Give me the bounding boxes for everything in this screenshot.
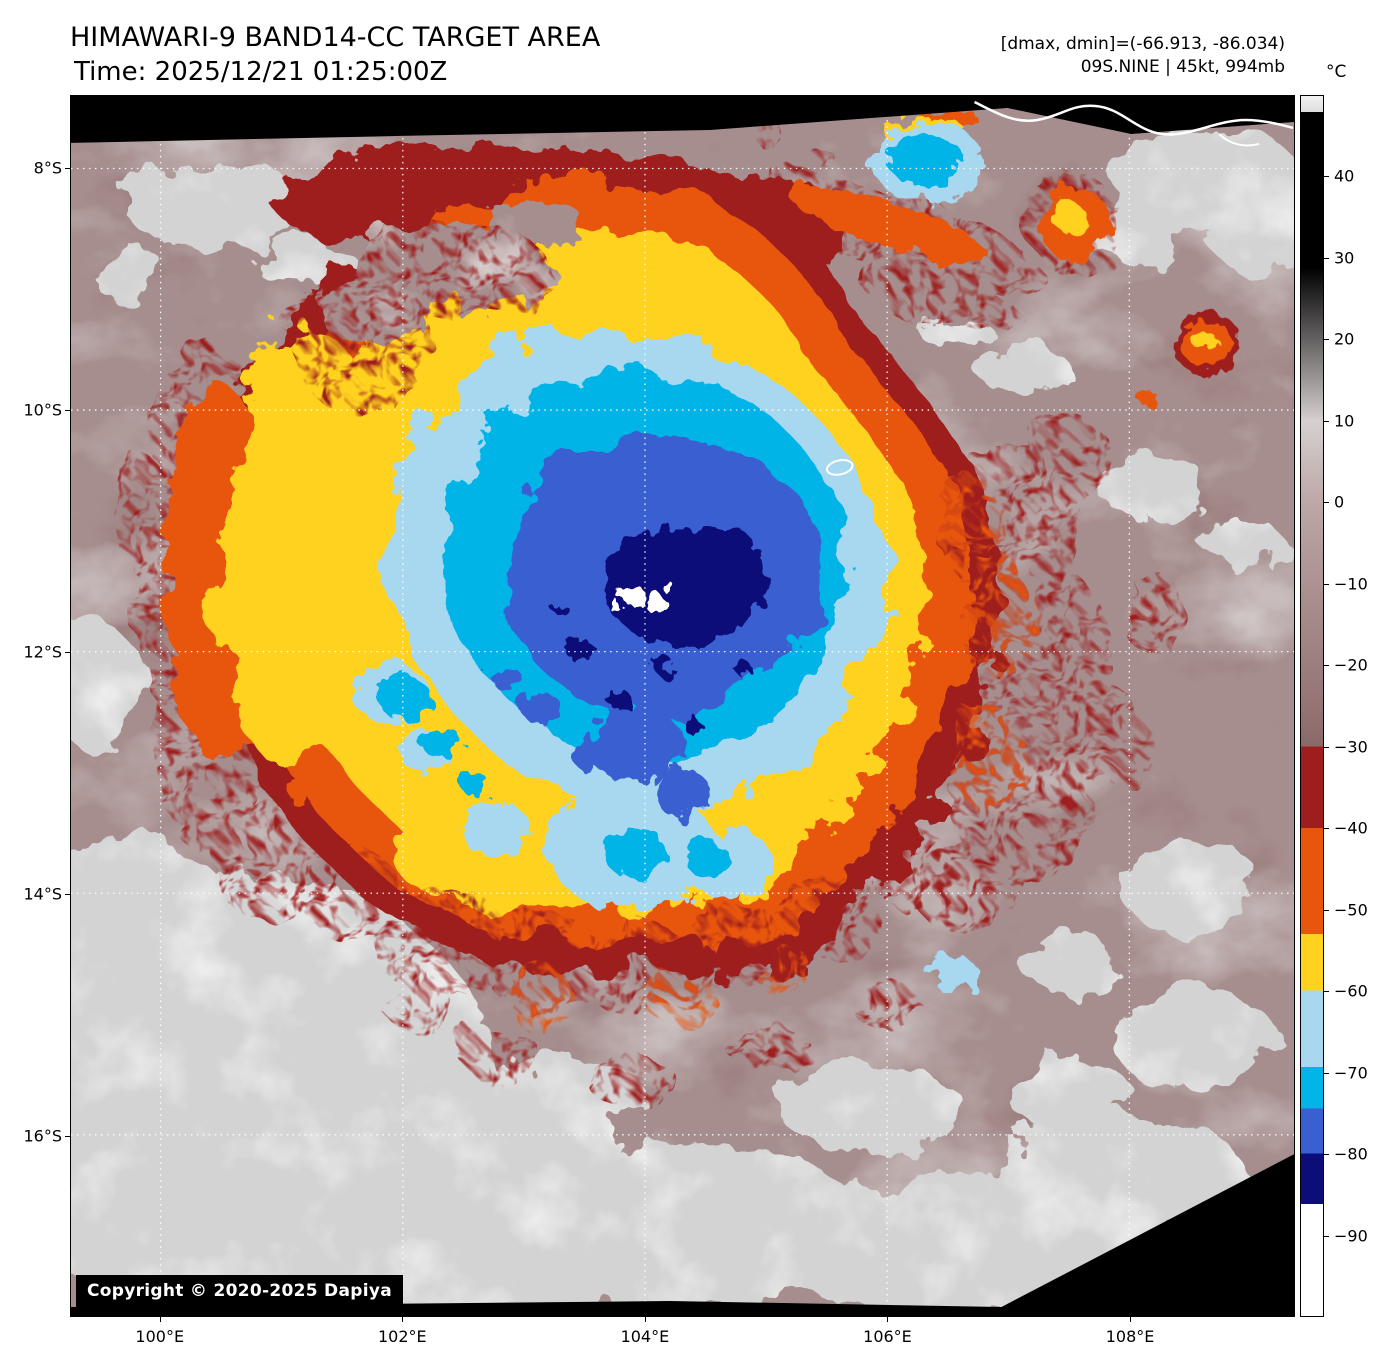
northeast-outflow-features: [197, 107, 1240, 807]
colorbar-tick-label: 20: [1334, 329, 1355, 349]
x-tick-label: 100°E: [135, 1327, 185, 1346]
x-tick-label: 102°E: [377, 1327, 427, 1346]
colorbar-tick-label: 0: [1334, 492, 1345, 512]
colorbar-tick-label: −50: [1334, 900, 1368, 920]
figure-time: Time: 2025/12/21 01:25:00Z: [74, 57, 448, 87]
colorbar-tick-mark: [1324, 502, 1329, 504]
colorbar-unit-label: °C: [1326, 62, 1347, 82]
y-tick-label: 12°S: [23, 642, 62, 662]
x-tick-mark: [402, 1317, 404, 1322]
dmax-dmin-readout: [dmax, dmin]=(-66.913, -86.034): [1000, 34, 1285, 54]
colorbar-tick-label: 10: [1334, 411, 1355, 431]
colorbar-tick-label: 40: [1334, 166, 1355, 186]
x-tick-label: 108°E: [1105, 1327, 1155, 1346]
colorbar-tick-mark: [1324, 1235, 1329, 1237]
south-fringe-zone: [302, 829, 960, 1105]
colorbar-tick-mark: [1324, 665, 1329, 667]
colorbar-tick-mark: [1324, 339, 1329, 341]
colorbar-tick-label: −80: [1334, 1144, 1368, 1164]
colorbar-tick-label: −10: [1334, 574, 1368, 594]
colorbar-tick-label: −40: [1334, 818, 1368, 838]
x-tick-mark: [159, 1317, 161, 1322]
colorbar-tick-mark: [1324, 828, 1329, 830]
navy-coldest-layer: [551, 525, 766, 734]
dry-slot-layer: [290, 200, 588, 416]
colorbar-tick-mark: [1324, 257, 1329, 259]
graticule: [71, 96, 1294, 1316]
y-tick-label: 14°S: [23, 884, 62, 904]
colorbar-tick-mark: [1324, 1072, 1329, 1074]
y-tick-label: 10°S: [23, 400, 62, 420]
x-tick-label: 104°E: [620, 1327, 670, 1346]
x-tick-mark: [887, 1317, 889, 1322]
x-tick-mark: [644, 1317, 646, 1322]
satellite-map: Copyright © 2020-2025 Dapiya: [70, 95, 1295, 1317]
header-readouts: [dmax, dmin]=(-66.913, -86.034) 09S.NINE…: [1001, 33, 1285, 79]
x-tick-mark: [1130, 1317, 1132, 1322]
colorbar-tick-label: −70: [1334, 1063, 1368, 1083]
y-tick-label: 8°S: [33, 158, 62, 178]
colorbar-tick-mark: [1324, 583, 1329, 585]
colorbar-tick-mark: [1324, 1154, 1329, 1156]
y-tick-label: 16°S: [23, 1126, 62, 1145]
colorbar-tick-label: −20: [1334, 655, 1368, 675]
x-tick-label: 106°E: [863, 1327, 912, 1346]
satellite-image: [71, 96, 1294, 1316]
colorbar: [1300, 95, 1324, 1317]
east-speckle-zone: [909, 417, 1185, 932]
colorbar-tick-label: −60: [1334, 981, 1368, 1001]
gray-cloud-layer: [71, 125, 1294, 1316]
colorbar-tick-mark: [1324, 420, 1329, 422]
figure-title: HIMAWARI-9 BAND14-CC TARGET AREA: [70, 22, 601, 53]
colorbar-tick-mark: [1324, 909, 1329, 911]
colorbar-tick-label: −30: [1334, 737, 1368, 757]
storm-info: 09S.NINE | 45kt, 994mb: [1080, 57, 1285, 77]
colorbar-tick-mark: [1324, 746, 1329, 748]
copyright-badge: Copyright © 2020-2025 Dapiya: [76, 1275, 403, 1307]
coastline: [825, 100, 1294, 476]
colorbar-tick-mark: [1324, 176, 1329, 178]
colorbar-tick-label: 30: [1334, 248, 1355, 268]
white-coldest-pixels: [612, 581, 675, 616]
colorbar-tick-label: −90: [1334, 1226, 1368, 1246]
island-outline: [825, 459, 854, 476]
colorbar-tick-mark: [1324, 991, 1329, 993]
